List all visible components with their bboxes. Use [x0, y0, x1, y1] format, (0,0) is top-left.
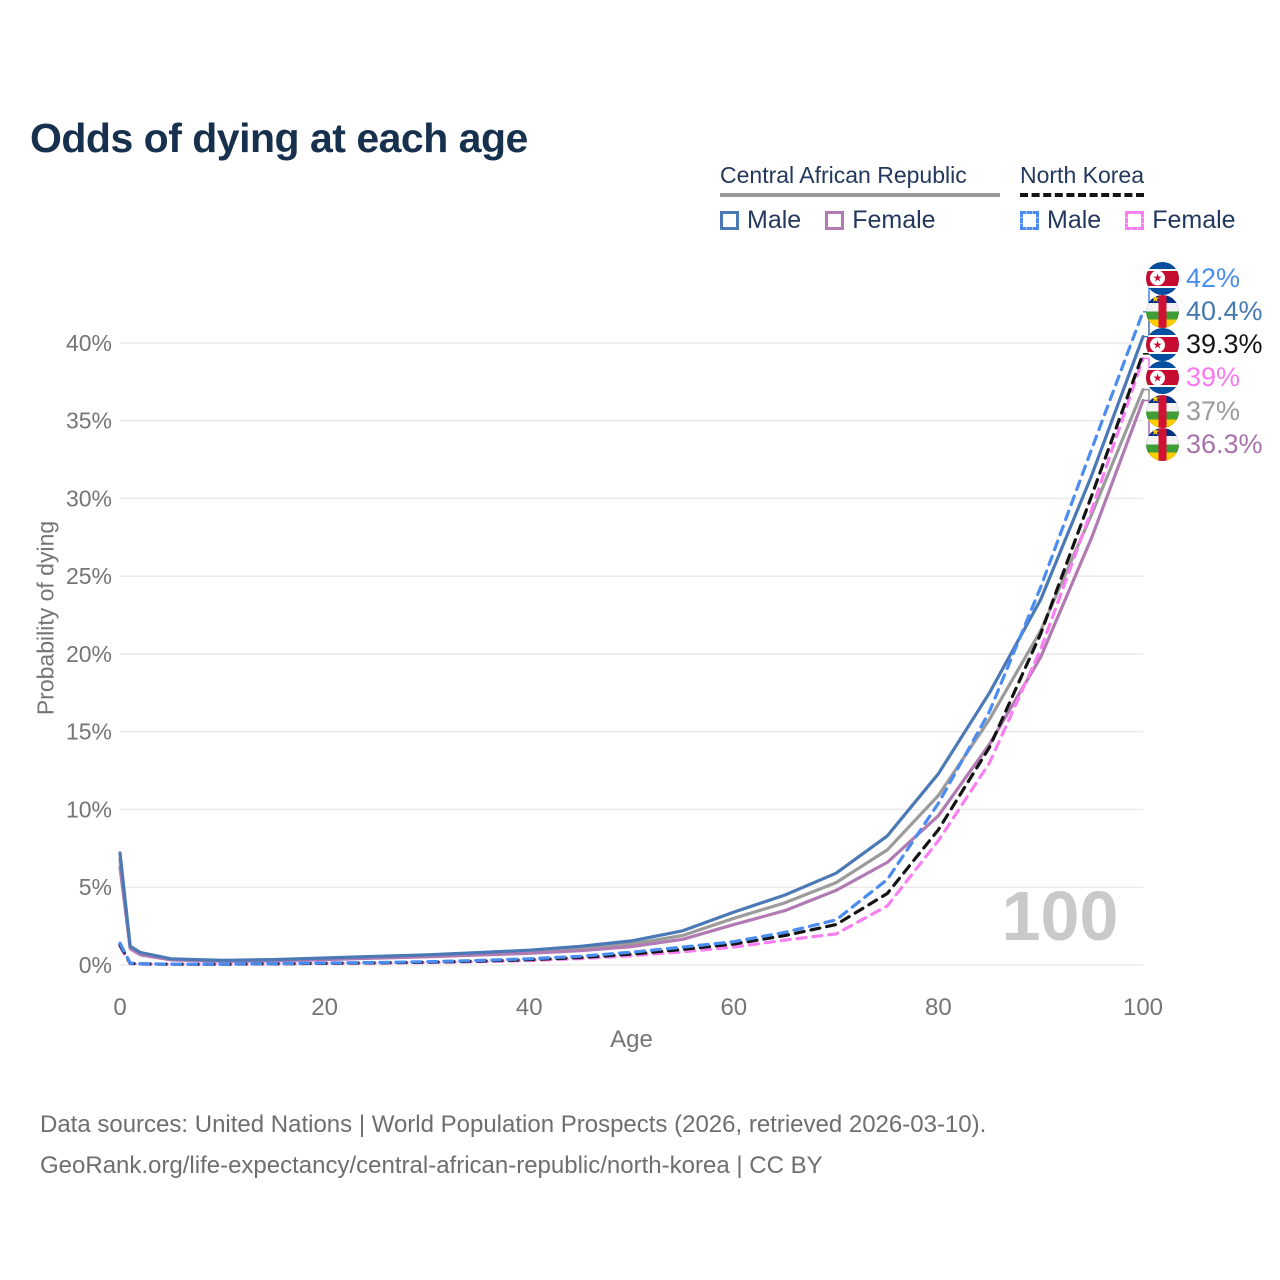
y-tick-label: 0% — [79, 952, 112, 978]
end-label-north-korea-total[interactable]: ★ 39.3% — [1146, 328, 1263, 362]
end-label-value: 39.3% — [1186, 329, 1263, 360]
legend-item-label: Female — [1152, 206, 1236, 234]
central-african-republic-flag-icon: ★ — [1146, 428, 1179, 461]
series-line-north-korea-total[interactable] — [118, 352, 1145, 966]
legend-group-central-african-republic: Central African Republic Male Female — [720, 162, 1000, 235]
series-line-central-african-republic-total[interactable] — [118, 388, 1145, 963]
end-label-north-korea-male[interactable]: ★ 42% — [1146, 261, 1240, 295]
legend-item-label: Male — [747, 206, 802, 234]
legend-group-title: North Korea — [1020, 162, 1145, 197]
end-label-central-african-republic-total[interactable]: ★ 37% — [1146, 394, 1240, 428]
page-title: Odds of dying at each age — [30, 115, 528, 162]
series-line-north-korea-female[interactable] — [118, 356, 1145, 966]
y-tick-label: 20% — [66, 641, 112, 667]
solid-line-swatch — [825, 211, 845, 230]
y-tick-label: 35% — [66, 408, 112, 434]
north-korea-flag-icon: ★ — [1146, 361, 1179, 395]
legend-item-car-male[interactable]: Male — [720, 206, 801, 235]
legend-item-nk-female[interactable]: Female — [1125, 206, 1236, 235]
x-tick-label: 100 — [1123, 994, 1163, 1021]
footer: Data sources: United Nations | World Pop… — [40, 1104, 986, 1186]
legend-item-label: Male — [1047, 206, 1102, 234]
series-line-central-african-republic-male[interactable] — [118, 335, 1145, 962]
x-tick-label: 0 — [113, 994, 126, 1021]
north-korea-flag-icon: ★ — [1146, 328, 1179, 362]
solid-line-swatch — [720, 211, 739, 230]
y-tick-label: 25% — [66, 563, 112, 589]
y-tick-label: 10% — [66, 796, 112, 822]
end-label-central-african-republic-female[interactable]: ★ 36.3% — [1146, 428, 1263, 462]
attribution-link[interactable]: GeoRank.org/life-expectancy/central-afri… — [40, 1152, 823, 1179]
x-tick-label: 60 — [720, 994, 747, 1021]
legend-group-title: Central African Republic — [720, 162, 1000, 197]
dashed-line-swatch — [1125, 211, 1145, 230]
end-label-north-korea-female[interactable]: ★ 39% — [1146, 361, 1240, 395]
legend-item-car-female[interactable]: Female — [825, 206, 936, 235]
line-chart: 0% 5% 10% 15% 20% 25% 30% 35% 40% 0 20 40 60 80 100 100 — [66, 277, 1163, 1021]
central-african-republic-flag-icon: ★ — [1146, 394, 1179, 428]
series-line-central-african-republic-female[interactable] — [118, 398, 1145, 963]
y-tick-label: 30% — [66, 485, 112, 511]
legend-item-nk-male[interactable]: Male — [1020, 206, 1101, 235]
end-label-value: 39% — [1186, 362, 1241, 393]
end-label-value: 40.4% — [1186, 295, 1263, 326]
series-line-north-korea-male[interactable] — [118, 310, 1145, 966]
watermark-age-100: 100 — [1002, 877, 1119, 955]
end-label-value: 37% — [1186, 395, 1241, 426]
dashed-line-swatch — [1020, 211, 1039, 230]
x-tick-label: 80 — [925, 994, 952, 1021]
x-tick-label: 40 — [516, 994, 543, 1021]
legend: Central African Republic Male Female Nor… — [720, 162, 1255, 235]
legend-group-north-korea: North Korea Male Female — [1020, 162, 1255, 235]
north-korea-flag-icon: ★ — [1146, 261, 1179, 295]
y-tick-label: 40% — [66, 330, 112, 356]
y-tick-label: 15% — [66, 719, 112, 745]
legend-item-label: Female — [852, 206, 936, 234]
data-sources-text: Data sources: United Nations | World Pop… — [40, 1111, 987, 1138]
y-tick-label: 5% — [79, 874, 112, 900]
end-label-value: 42% — [1186, 262, 1241, 293]
end-label-value: 36.3% — [1186, 429, 1263, 459]
x-axis-title: Age — [610, 1026, 653, 1053]
central-african-republic-flag-icon: ★ — [1146, 294, 1179, 328]
end-label-central-african-republic-male[interactable]: ★ 40.4% — [1146, 294, 1263, 328]
x-tick-label: 20 — [311, 994, 338, 1021]
